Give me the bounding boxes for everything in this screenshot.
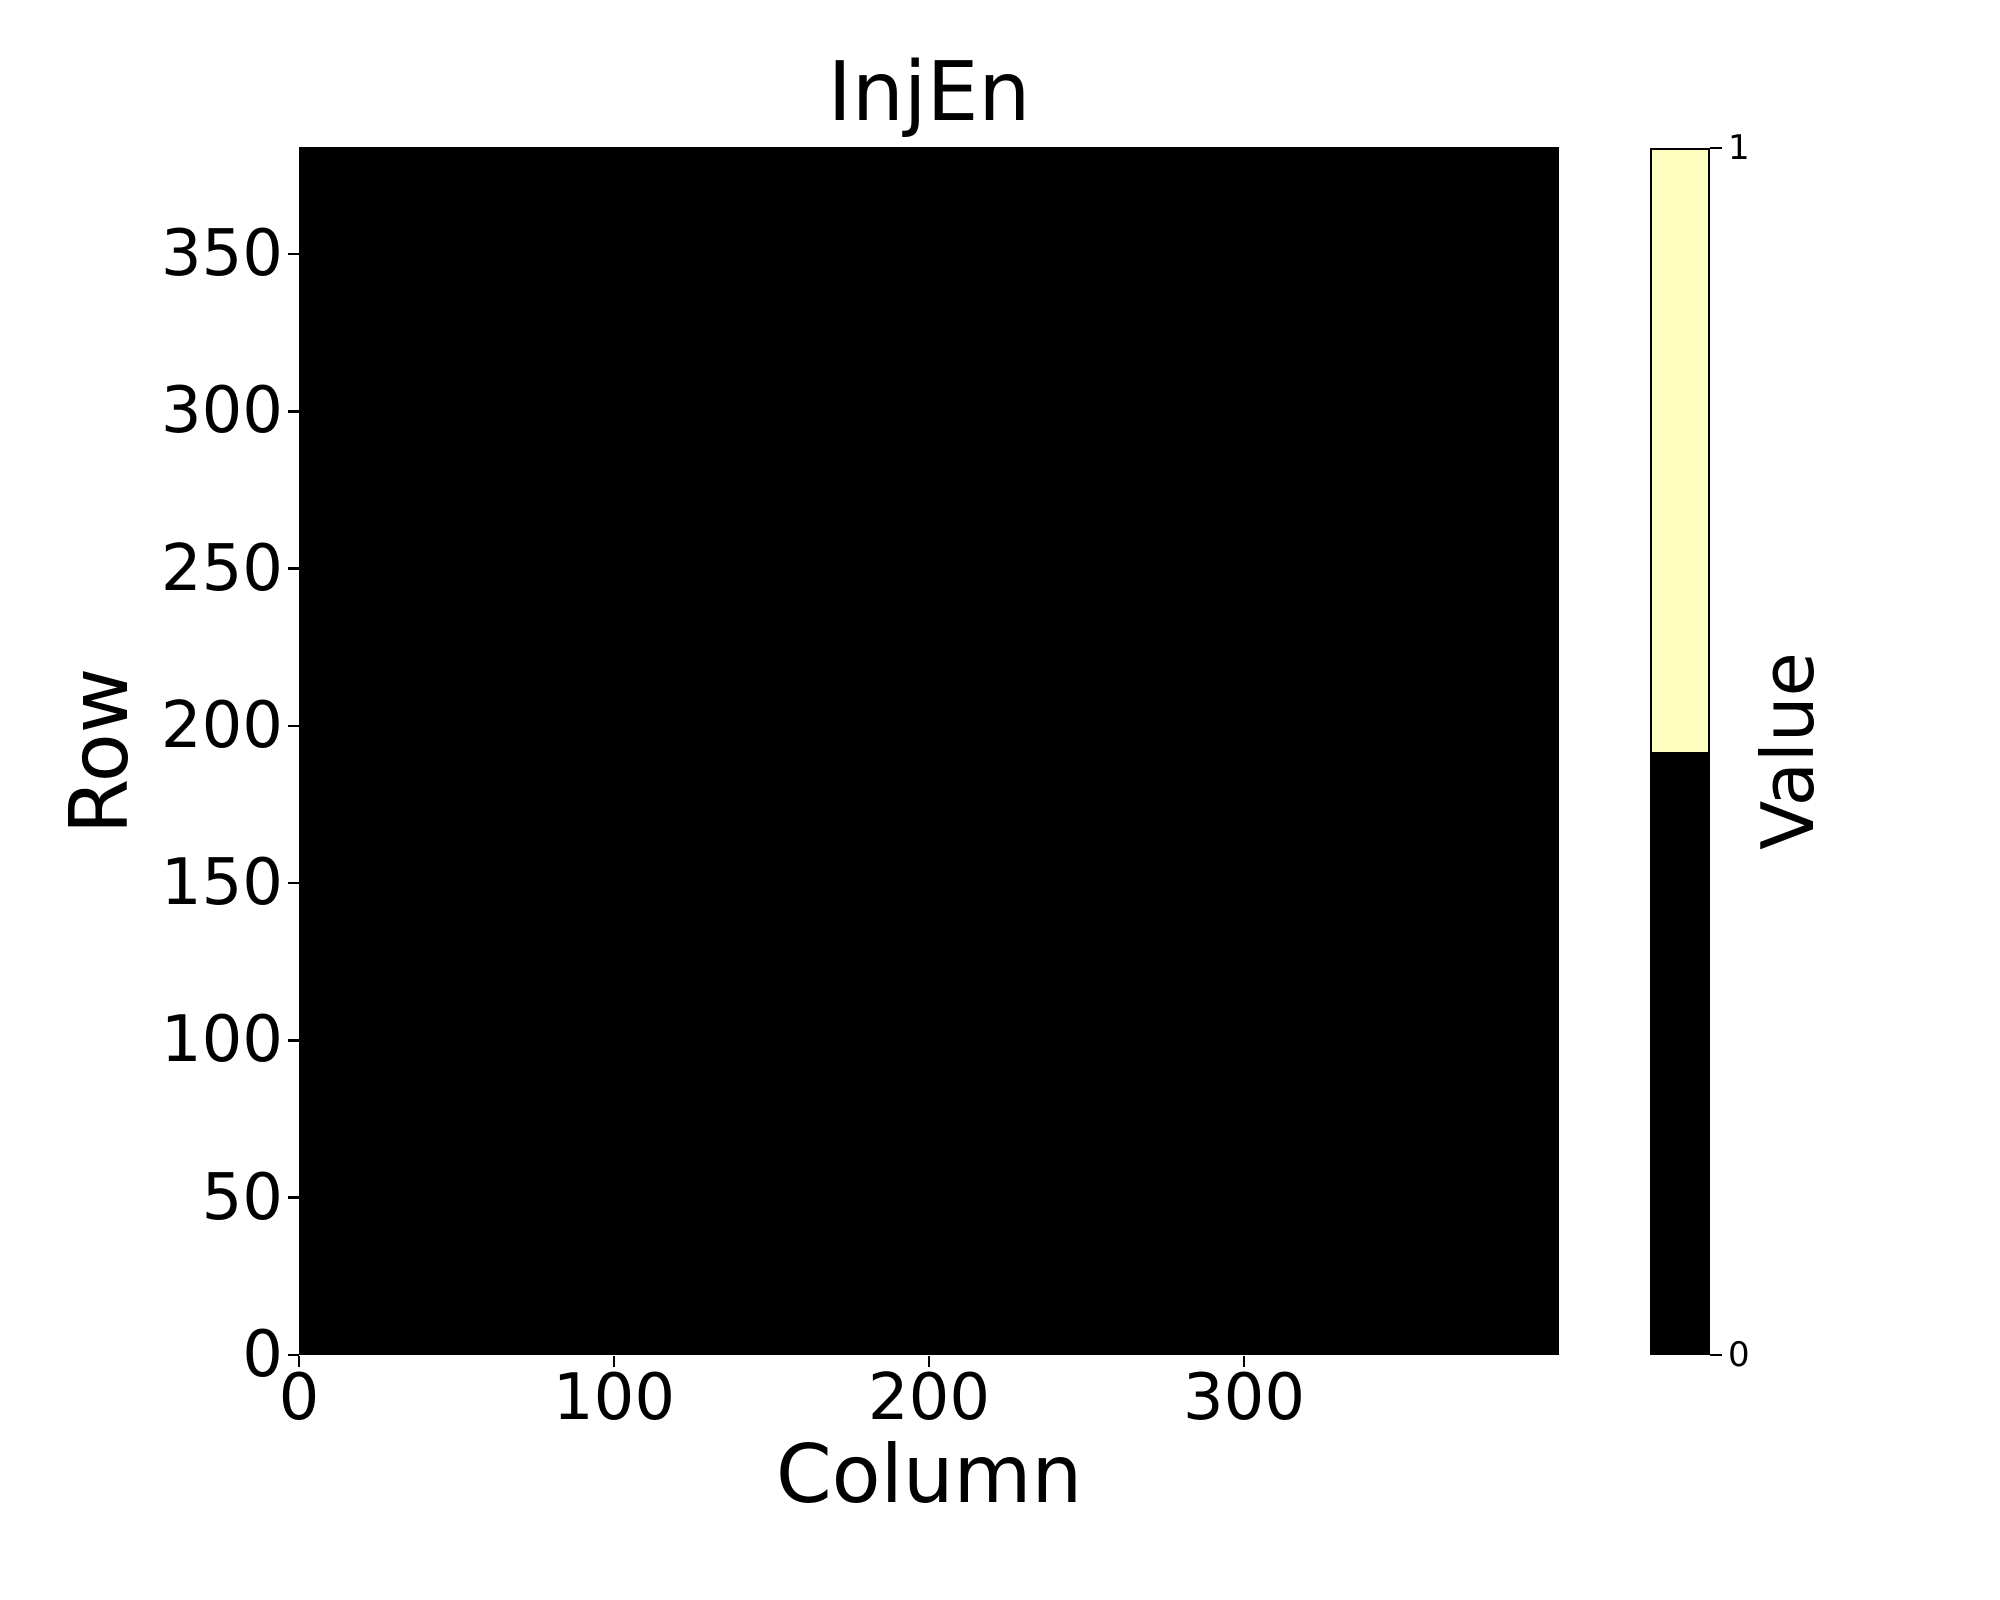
y-tick-mark (288, 1196, 299, 1199)
x-tick-mark (1242, 1356, 1246, 1367)
colorbar-tick-label: 1 (1728, 128, 1750, 168)
colorbar-tick-mark (1710, 1353, 1722, 1357)
y-axis-label: Row (53, 667, 146, 835)
y-tick-label: 0 (242, 1318, 283, 1392)
y-tick-label: 150 (160, 846, 283, 921)
x-tick-mark (297, 1356, 301, 1367)
y-tick-mark (288, 567, 299, 570)
plot-area (299, 147, 1559, 1355)
x-tick-label: 200 (867, 1361, 991, 1435)
colorbar-tick-mark (1710, 146, 1722, 150)
colorbar-segment-1 (1652, 150, 1708, 752)
y-tick-mark (288, 252, 299, 256)
x-tick-mark (927, 1356, 931, 1367)
y-tick-label: 350 (160, 216, 283, 291)
y-tick-label: 250 (160, 531, 283, 606)
y-tick-mark (288, 724, 299, 728)
x-tick-mark (612, 1356, 616, 1367)
y-tick-label: 100 (160, 1003, 283, 1078)
y-tick-mark (288, 1039, 299, 1042)
chart-title: InjEn (827, 45, 1031, 140)
y-tick-mark (288, 881, 299, 885)
y-tick-mark (288, 1353, 299, 1357)
y-tick-mark (288, 410, 299, 413)
x-tick-label: 0 (278, 1361, 320, 1435)
x-tick-label: 100 (552, 1361, 676, 1435)
x-tick-label: 300 (1182, 1361, 1306, 1435)
colorbar-label: Value (1746, 652, 1830, 850)
colorbar-tick-label: 0 (1728, 1335, 1750, 1375)
colorbar (1650, 148, 1710, 1355)
heatmap-image (300, 148, 1558, 1354)
colorbar-segment-0 (1652, 751, 1708, 1353)
x-axis-label: Column (775, 1428, 1083, 1521)
y-tick-label: 50 (201, 1160, 283, 1235)
y-tick-label: 300 (160, 374, 283, 449)
y-tick-label: 200 (160, 688, 283, 763)
